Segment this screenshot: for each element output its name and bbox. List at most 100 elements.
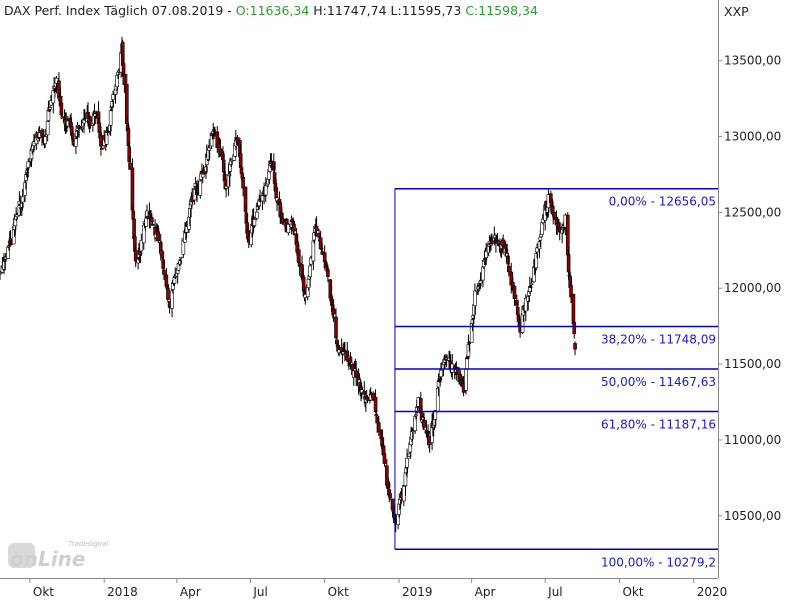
candle-body	[25, 168, 30, 171]
candle-body	[105, 130, 110, 133]
candle-body	[465, 356, 470, 360]
candle-body	[515, 306, 520, 316]
candle-body	[201, 170, 206, 175]
candle-body	[308, 265, 312, 278]
high-value: H:11747,74	[313, 3, 387, 18]
candle-body	[130, 167, 135, 211]
y-tick-label: 13000,00	[724, 130, 781, 144]
candle-body	[470, 319, 475, 325]
candle-body	[70, 133, 75, 139]
candle-body	[166, 299, 171, 302]
candle-body	[414, 414, 418, 417]
candle-body	[80, 127, 85, 130]
candle-body	[110, 101, 115, 108]
candle-body	[144, 217, 148, 227]
candle-body	[166, 287, 170, 300]
candle-body	[156, 231, 161, 242]
candle-body	[138, 252, 143, 254]
candle-body	[160, 251, 165, 259]
candle-body	[506, 255, 510, 265]
candle-body	[448, 360, 452, 362]
candle-body	[358, 382, 363, 387]
candle-body	[571, 293, 576, 325]
candle-body	[204, 166, 208, 172]
candle-body	[371, 392, 375, 400]
candle-body	[410, 430, 415, 432]
candle-body	[7, 245, 11, 248]
candle-body	[422, 420, 426, 428]
x-tick-label: Apr	[180, 585, 201, 599]
candle-body	[529, 282, 534, 286]
candle-body	[301, 276, 306, 292]
candle-body	[523, 298, 528, 312]
candle-body	[540, 222, 544, 236]
candle-body	[312, 232, 316, 241]
y-tick-label: 11000,00	[724, 433, 781, 447]
fibonacci-retracement[interactable]: 0,00% - 12656,05 38,20% - 11748,09 50,00% …	[394, 187, 718, 570]
candle-body	[161, 259, 165, 269]
candle-body	[512, 285, 517, 300]
candle-series	[0, 36, 577, 533]
candle-body	[374, 413, 379, 417]
candle-body	[274, 187, 279, 199]
symbol-code: XXP	[724, 4, 749, 19]
candle-body	[115, 74, 119, 88]
candle-body	[439, 369, 443, 378]
instrument-name: DAX Perf. Index Täglich	[4, 3, 148, 18]
candle-body	[376, 422, 381, 432]
candle-body	[552, 212, 556, 218]
candle-body	[150, 217, 154, 223]
fib-level-label: 50,00% - 11467,63	[601, 375, 716, 389]
candle-body	[528, 286, 533, 289]
candle-body	[471, 315, 476, 319]
y-tick-label: 11500,00	[724, 357, 781, 371]
candle-body	[322, 252, 327, 262]
candle-body	[567, 274, 572, 277]
candle-body	[477, 284, 482, 286]
candle-body	[572, 322, 577, 335]
candle-body	[456, 367, 460, 375]
candle-body	[537, 241, 542, 250]
candle-body	[179, 256, 183, 259]
candle-body	[292, 223, 296, 232]
candle-body	[489, 243, 493, 246]
candle-body	[127, 146, 132, 163]
candle-body	[0, 272, 2, 275]
candle-body	[331, 308, 336, 315]
candle-body	[379, 429, 384, 440]
x-tick-label: 2018	[107, 585, 138, 599]
candle-body	[314, 225, 319, 231]
candle-body	[311, 240, 316, 262]
candle-body	[150, 224, 155, 226]
tradesignal-logo: Tradesignal onLine	[8, 540, 108, 571]
candle-body	[20, 203, 24, 208]
candle-body	[48, 107, 52, 110]
candle-body	[235, 137, 240, 143]
candle-body	[354, 370, 358, 378]
close-value: C:11598,34	[465, 3, 538, 18]
candle-body	[433, 409, 438, 420]
fib-level-label: 0,00% - 12656,05	[609, 195, 716, 209]
candle-body	[495, 240, 500, 243]
candle-body	[271, 161, 276, 171]
y-tick-label: 10500,00	[724, 509, 781, 523]
candle-body	[111, 94, 115, 100]
candle-body	[286, 224, 291, 234]
candle-body	[178, 260, 182, 265]
candle-body	[515, 299, 519, 306]
candle-body	[569, 284, 573, 298]
candle-body	[385, 465, 389, 486]
candle-body	[306, 278, 311, 289]
candle-body	[507, 265, 511, 273]
x-tick-label: Okt	[33, 585, 54, 599]
candle-body	[484, 251, 489, 258]
candle-body	[319, 248, 324, 250]
candle-body	[426, 430, 430, 435]
candle-body	[74, 130, 79, 137]
candle-body	[326, 269, 330, 277]
candle-body	[108, 110, 113, 126]
x-tick-label: Apr	[475, 585, 496, 599]
x-axis: Okt 2018 Apr Jul Okt 2019 Apr Jul Okt 2020	[29, 578, 727, 599]
y-tick-label: 13500,00	[724, 54, 781, 68]
